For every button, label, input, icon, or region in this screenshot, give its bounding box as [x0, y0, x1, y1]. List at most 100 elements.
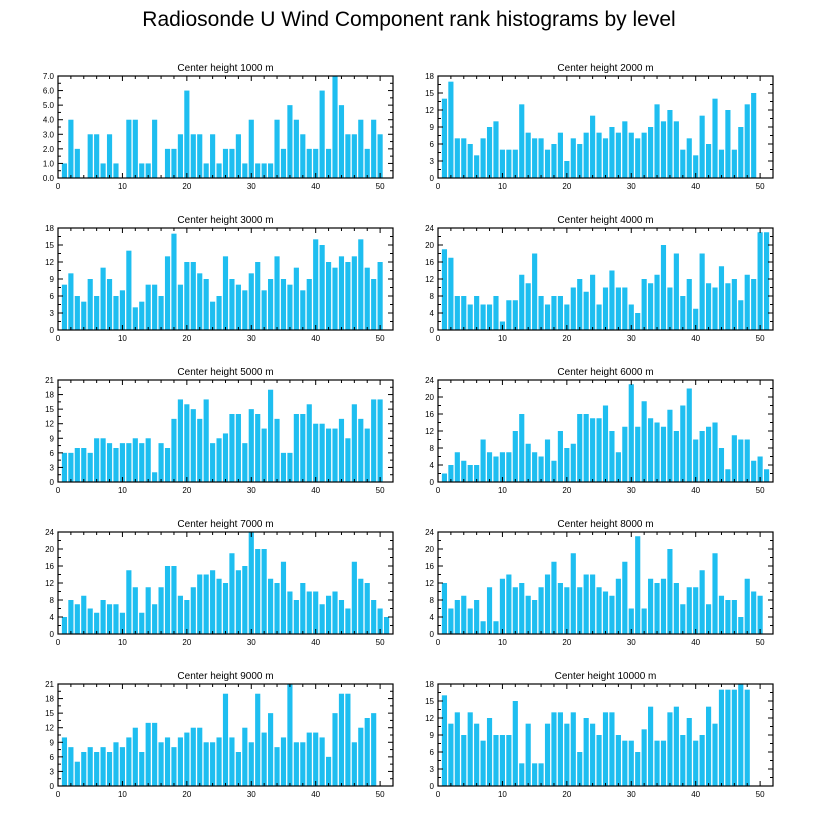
histogram-bar [441, 249, 448, 330]
y-tick-label: 0 [430, 630, 435, 639]
histogram-bar [622, 121, 628, 178]
histogram-bar [660, 740, 667, 786]
y-tick-label: 16 [425, 562, 434, 571]
histogram-bar [519, 104, 525, 178]
histogram-bar [596, 304, 602, 330]
histogram-bar [538, 138, 544, 178]
histogram-bar [164, 566, 171, 634]
x-tick-label: 50 [756, 334, 765, 343]
histogram-bar [506, 574, 512, 634]
histogram-bar [583, 291, 589, 330]
histogram-panel: Center height 5000 m 0 3 6 9 12 15 18 21 0 10 20 30 4… [45, 367, 394, 495]
histogram-bar [326, 756, 332, 786]
histogram-bar [132, 587, 138, 634]
histogram-bar [158, 742, 164, 786]
histogram-bar [757, 456, 763, 482]
histogram-bar [454, 452, 460, 482]
y-tick-label: 24 [45, 528, 54, 537]
histogram-bar [680, 405, 686, 482]
histogram-bar [319, 245, 325, 330]
histogram-bar [712, 98, 718, 178]
histogram-bar [100, 600, 106, 634]
histogram-bar [126, 570, 132, 634]
histogram-bar [731, 435, 737, 482]
histogram-bar [454, 600, 460, 634]
histogram-bar [525, 443, 531, 482]
y-tick-label: 6 [50, 753, 55, 762]
histogram-bar [235, 284, 241, 330]
histogram-bar [68, 119, 74, 178]
histogram-bar [763, 469, 770, 482]
histogram-bar [255, 414, 261, 482]
histogram-bar [609, 127, 615, 178]
histogram-bar [364, 267, 370, 330]
histogram-bar [313, 732, 319, 786]
x-tick-label: 40 [691, 790, 700, 799]
histogram-bar [673, 583, 679, 634]
histogram-bar [686, 138, 692, 178]
histogram-bar [577, 752, 583, 786]
histogram-bar [74, 448, 80, 482]
x-tick-label: 30 [627, 334, 636, 343]
histogram-bar [235, 752, 241, 786]
histogram-bar [139, 612, 145, 634]
histogram-bar [602, 405, 609, 482]
x-tick-label: 10 [498, 334, 507, 343]
histogram-bar [557, 296, 563, 330]
histogram-bar [255, 549, 261, 634]
histogram-bar [171, 148, 177, 178]
y-tick-label: 20 [45, 545, 54, 554]
y-tick-label: 8 [430, 292, 435, 301]
histogram-panel: Center height 8000 m 0 4 8 12 16 20 24 0 10 20 30 40… [425, 519, 774, 647]
histogram-bar [332, 591, 338, 634]
histogram-bar [596, 735, 602, 786]
y-tick-label: 4 [430, 309, 435, 318]
histogram-bar [680, 735, 686, 786]
histogram-bar [210, 742, 216, 786]
histogram-bar [538, 296, 544, 330]
histogram-bar [712, 422, 718, 482]
histogram-bar [519, 414, 525, 482]
histogram-bar [338, 105, 345, 178]
histogram-bar [725, 600, 731, 634]
histogram-bar [493, 121, 499, 178]
histogram-bar [164, 448, 171, 482]
y-tick-label: 0 [430, 782, 435, 791]
histogram-bar [229, 414, 235, 482]
histogram-bar [358, 119, 364, 178]
y-tick-label: 6 [430, 140, 435, 149]
histogram-bar [570, 138, 576, 178]
histogram-bar [319, 604, 325, 634]
histogram-bar [757, 232, 763, 330]
histogram-bar [319, 737, 325, 786]
histogram-bar [635, 313, 641, 330]
histogram-bar [609, 712, 615, 786]
histogram-bar [628, 740, 634, 786]
x-tick-label: 0 [436, 790, 441, 799]
histogram-bar [757, 595, 763, 634]
histogram-bar [577, 587, 583, 634]
x-tick-label: 20 [182, 790, 191, 799]
histogram-panel: Center height 4000 m 0 4 8 12 16 20 24 0 10 20 30 40… [425, 215, 774, 343]
histogram-bar [648, 706, 654, 786]
histogram-panel: Center height 6000 m 0 4 8 12 16 20 24 0 10 20 30 40… [425, 367, 774, 495]
histogram-bar [377, 134, 383, 178]
histogram-bar [81, 752, 87, 786]
histogram-bar [364, 718, 370, 786]
histogram-bar [699, 735, 705, 786]
histogram-bar [551, 460, 557, 482]
histogram-bar [718, 448, 725, 482]
histogram-bar [351, 742, 357, 786]
histogram-bar [693, 439, 699, 482]
histogram-bar [635, 138, 641, 178]
histogram-bar [126, 250, 132, 330]
histogram-bar [371, 600, 377, 634]
x-tick-label: 10 [498, 638, 507, 647]
y-tick-label: 5.0 [43, 101, 55, 110]
histogram-bar [87, 279, 93, 330]
y-tick-label: 1.0 [43, 159, 55, 168]
histogram-bar [512, 701, 518, 786]
histogram-bar [242, 566, 248, 634]
histogram-bar [557, 583, 563, 634]
histogram-bar [74, 296, 80, 330]
